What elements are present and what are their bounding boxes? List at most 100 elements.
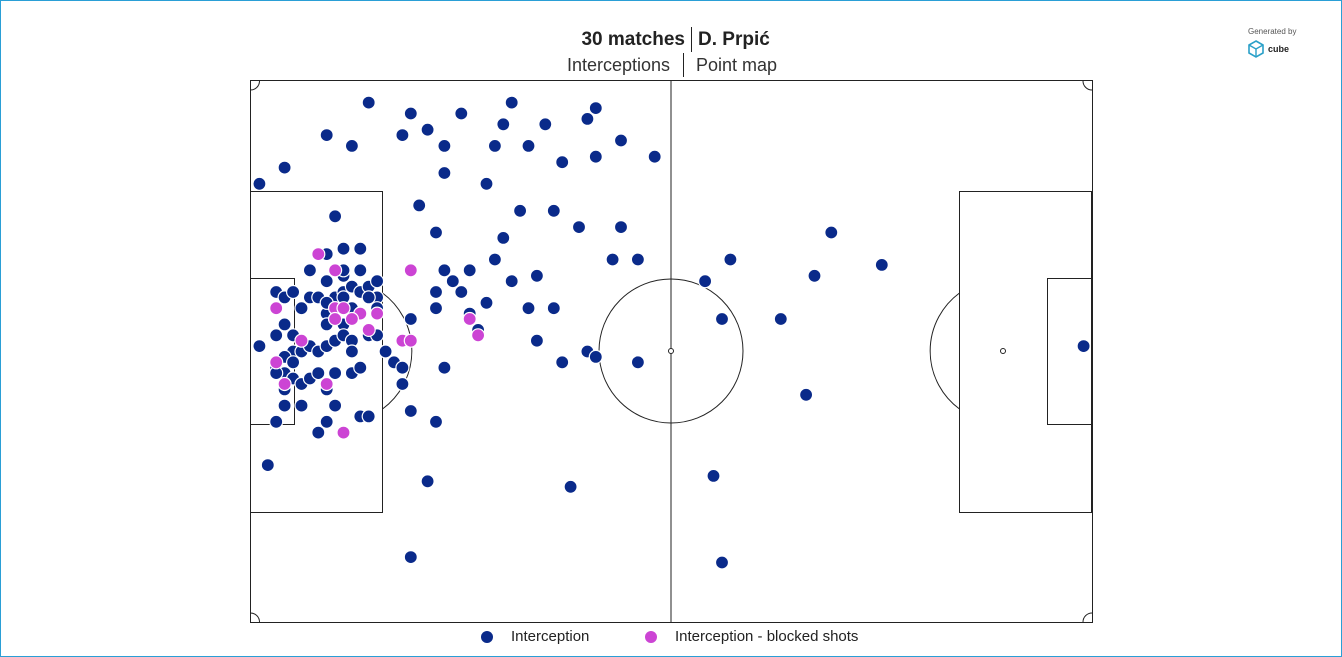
right-penalty-area	[959, 191, 1092, 513]
interception-point	[361, 290, 376, 305]
legend-dot-interception	[481, 631, 493, 643]
interception-point	[252, 339, 267, 354]
right-penalty-spot	[1000, 348, 1006, 354]
interception-point	[403, 311, 418, 327]
interception-point	[454, 106, 469, 121]
interception-point	[546, 203, 561, 218]
interception-point	[647, 149, 662, 164]
blocked-shot-point	[294, 333, 309, 348]
interception-point	[361, 95, 376, 110]
interception-point	[613, 133, 629, 148]
series-blocked-shots	[269, 247, 486, 440]
interception-point	[874, 257, 889, 272]
interception-point	[555, 155, 570, 170]
interception-point	[588, 149, 603, 164]
interception-point	[580, 111, 595, 127]
interception-point	[277, 398, 292, 413]
interception-point	[479, 176, 494, 191]
interception-point	[277, 317, 292, 332]
blocked-shot-point	[311, 247, 326, 262]
interception-point	[529, 333, 545, 348]
interception-point	[588, 349, 603, 364]
blocked-shot-point	[471, 328, 486, 343]
interception-point	[504, 274, 519, 289]
title-separator	[691, 27, 692, 52]
chart-legend: Interception Interception - blocked shot…	[0, 627, 1342, 647]
blocked-shot-point	[277, 376, 292, 392]
interception-point	[286, 284, 301, 300]
interception-point	[723, 252, 738, 267]
interception-point	[428, 301, 444, 316]
blocked-shot-point	[328, 263, 343, 278]
matches-count: 30 matches	[581, 29, 685, 50]
corner-arc-bottom-right	[1082, 612, 1093, 623]
interception-point	[395, 376, 410, 392]
interception-point	[294, 398, 309, 413]
blocked-shot-point	[269, 355, 284, 370]
blocked-shot-point	[319, 376, 334, 392]
blocked-shot-point	[462, 311, 477, 327]
interception-point	[311, 366, 326, 381]
blocked-shot-point	[328, 311, 343, 327]
interception-point	[311, 425, 326, 440]
interception-point	[260, 458, 275, 473]
interception-point	[613, 220, 629, 235]
interception-point	[630, 355, 646, 370]
interception-point	[706, 468, 721, 483]
corner-arc-top-right	[1082, 80, 1093, 91]
interception-point	[328, 366, 343, 381]
legend-label-blocked-shots: Interception - blocked shots	[675, 628, 859, 645]
interception-point	[370, 274, 385, 289]
view-label: Point map	[696, 55, 778, 75]
interception-point	[428, 414, 444, 429]
interception-point	[571, 220, 587, 235]
interception-point	[286, 355, 301, 370]
cube-logo-icon	[1248, 40, 1264, 58]
interception-point	[403, 549, 418, 565]
interception-point	[563, 479, 578, 494]
interception-point	[521, 301, 536, 316]
interception-point	[496, 230, 511, 245]
blocked-shot-point	[336, 425, 351, 440]
interception-point	[361, 409, 376, 424]
interception-point	[420, 122, 435, 137]
interception-point	[428, 284, 444, 300]
interception-point	[294, 301, 309, 316]
interception-point	[529, 268, 545, 283]
interception-point	[302, 263, 317, 278]
interception-point	[269, 328, 284, 343]
corner-arc-bottom-left	[250, 612, 260, 623]
brand-logo: cube	[1248, 40, 1289, 58]
interception-point	[454, 284, 469, 300]
legend-item-interception: Interception	[481, 627, 589, 647]
player-name: D. Prpić	[698, 29, 770, 50]
interception-point	[824, 225, 839, 240]
metric-label: Interceptions	[566, 55, 670, 75]
interception-point	[479, 295, 494, 310]
interception-point	[487, 252, 502, 267]
interception-point	[395, 128, 410, 143]
legend-dot-blocked-shots	[645, 631, 657, 643]
corner-arc-top-left	[250, 80, 260, 91]
interception-point	[605, 252, 620, 267]
blocked-shot-point	[344, 311, 359, 327]
interception-point	[437, 138, 452, 153]
interception-point	[445, 274, 460, 289]
interception-point	[538, 117, 553, 132]
interception-point	[252, 176, 267, 191]
brand-name: cube	[1268, 44, 1290, 54]
subtitle-separator	[683, 53, 684, 77]
generated-by-label: Generated by	[1248, 27, 1297, 36]
center-spot	[668, 348, 674, 354]
interception-point	[344, 344, 359, 359]
interception-point	[437, 165, 452, 181]
interception-point	[512, 203, 528, 218]
interception-point	[428, 225, 444, 240]
interception-point	[546, 301, 561, 316]
interception-point	[630, 252, 646, 267]
blocked-shot-point	[336, 301, 351, 316]
interception-point	[328, 209, 343, 224]
chart-subtitle: Interceptions Point map	[0, 52, 1342, 78]
right-goal-area	[1047, 278, 1092, 425]
interception-point	[353, 263, 368, 278]
